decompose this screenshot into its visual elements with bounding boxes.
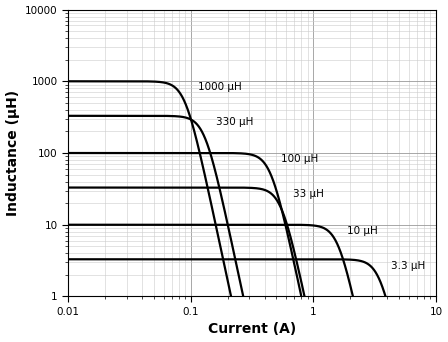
Text: 330 μH: 330 μH xyxy=(216,117,253,127)
Text: 10 μH: 10 μH xyxy=(348,226,378,236)
Y-axis label: Inductance (μH): Inductance (μH) xyxy=(5,90,20,216)
Text: 100 μH: 100 μH xyxy=(281,154,319,164)
Text: 33 μH: 33 μH xyxy=(293,189,323,199)
X-axis label: Current (A): Current (A) xyxy=(208,323,296,337)
Text: 1000 μH: 1000 μH xyxy=(198,82,242,92)
Text: 3.3 μH: 3.3 μH xyxy=(391,261,425,271)
